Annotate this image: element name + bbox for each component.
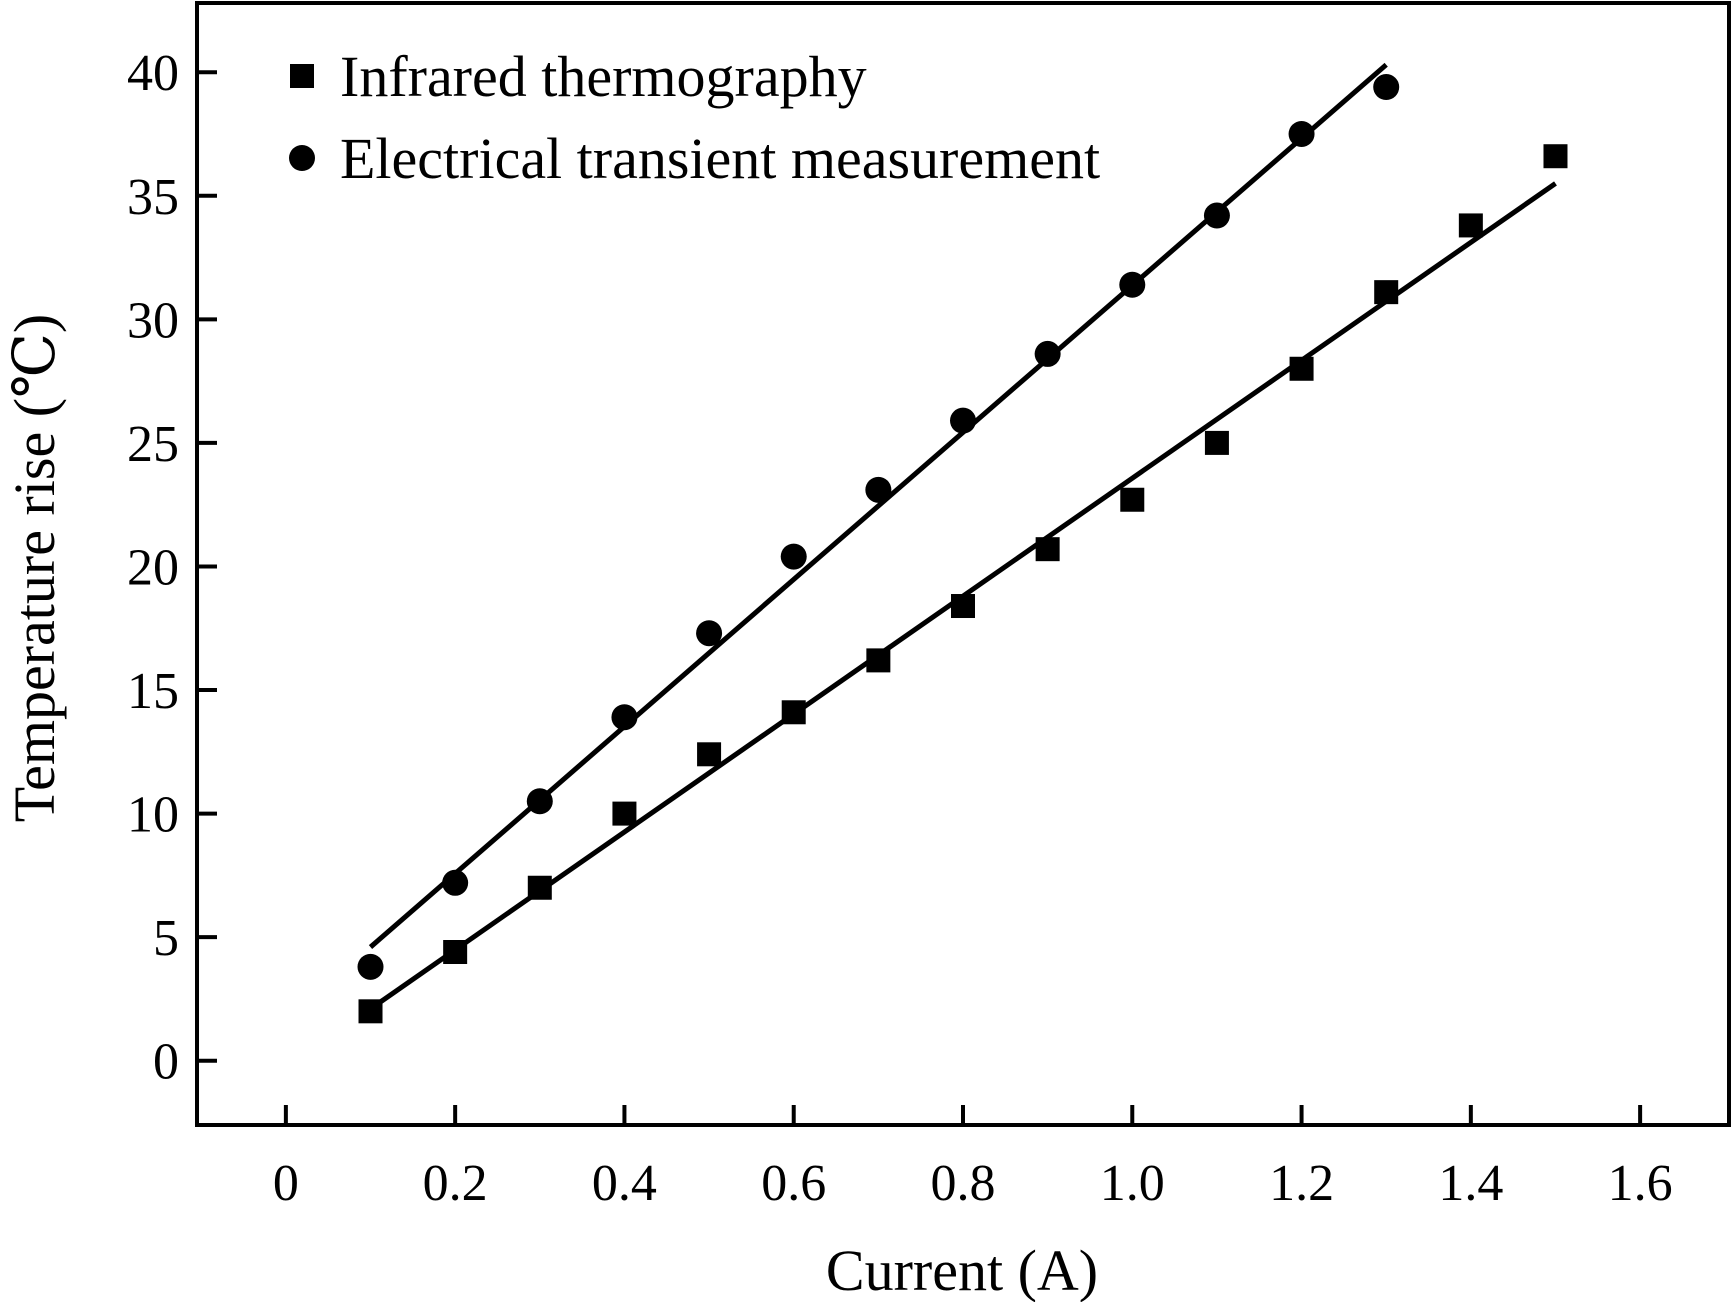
data-point (1543, 144, 1568, 169)
y-tick-label: 25 (127, 416, 179, 473)
legend-label-infrared-thermography: Infrared thermography (340, 44, 867, 109)
x-tick-label: 1.6 (1608, 1155, 1673, 1212)
data-point (697, 742, 722, 767)
data-point (1288, 120, 1315, 147)
y-tick-label: 5 (153, 910, 179, 967)
y-tick-label: 30 (127, 292, 179, 349)
data-point (1374, 280, 1399, 305)
x-tick-label: 0.2 (423, 1155, 488, 1212)
y-tick-label: 10 (127, 787, 179, 844)
x-tick-label: 0 (273, 1155, 299, 1212)
data-point (951, 594, 975, 619)
legend: Infrared thermography Electrical transie… (289, 44, 1100, 191)
data-point (780, 543, 807, 570)
legend-marker-electrical-transient-measurement (289, 145, 315, 171)
data-point (611, 704, 638, 731)
y-tick-label: 20 (127, 539, 179, 596)
data-points (357, 74, 1568, 1024)
data-point (1289, 356, 1314, 381)
data-point (866, 648, 891, 673)
data-point (612, 801, 637, 826)
y-tick-label: 35 (127, 169, 179, 226)
data-point (357, 953, 384, 980)
y-axis-ticks: 0 5 10 15 20 25 30 35 40 (127, 45, 217, 1091)
data-point (443, 940, 468, 965)
y-tick-label: 40 (127, 45, 179, 102)
data-point (358, 999, 383, 1024)
series-electrical-transient-measurement (357, 74, 1400, 980)
data-point (1204, 430, 1229, 455)
data-point (442, 869, 469, 896)
legend-marker-infrared-thermography (290, 64, 314, 88)
x-tick-label: 0.4 (592, 1155, 657, 1212)
data-point (781, 700, 806, 725)
x-tick-label: 1.0 (1100, 1155, 1165, 1212)
y-tick-label: 0 (153, 1034, 179, 1091)
data-point (696, 620, 723, 647)
data-point (527, 875, 552, 900)
data-point (1119, 271, 1146, 298)
x-tick-label: 0.8 (931, 1155, 996, 1212)
data-point (865, 476, 892, 503)
y-axis-label: Temperature rise (℃) (2, 314, 67, 822)
data-point (1120, 487, 1145, 512)
x-tick-label: 1.4 (1438, 1155, 1503, 1212)
data-point (1373, 74, 1400, 101)
x-axis-ticks: 0 0.2 0.4 0.6 0.8 1.0 1.2 1.4 1.6 (273, 1105, 1673, 1212)
data-point (1203, 202, 1230, 229)
x-tick-label: 1.2 (1269, 1155, 1334, 1212)
data-point (1458, 213, 1483, 238)
data-point (950, 407, 976, 434)
legend-label-electrical-transient-measurement: Electrical transient measurement (340, 126, 1100, 191)
x-axis-label: Current (A) (826, 1238, 1098, 1302)
data-point (526, 788, 553, 815)
y-tick-label: 15 (127, 663, 179, 720)
x-tick-label: 0.6 (761, 1155, 826, 1212)
data-point (1035, 537, 1060, 562)
data-point (1034, 340, 1061, 367)
series-infrared-thermography (358, 144, 1568, 1024)
